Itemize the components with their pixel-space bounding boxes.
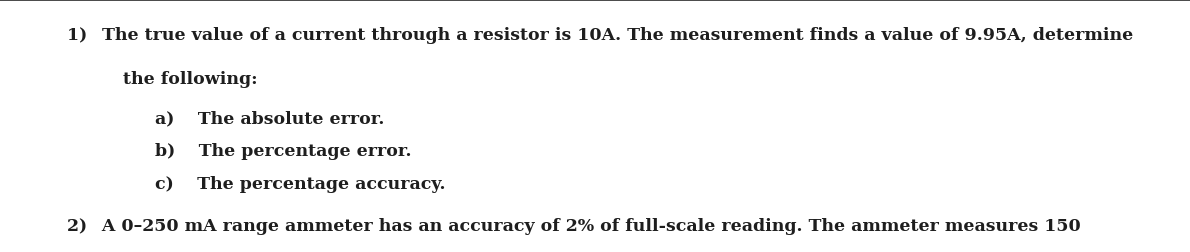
Text: 1)  The true value of a current through a resistor is 10A. The measurement finds: 1) The true value of a current through a… <box>67 26 1133 43</box>
Text: a)  The absolute error.: a) The absolute error. <box>155 110 384 127</box>
Text: c)  The percentage accuracy.: c) The percentage accuracy. <box>155 175 445 192</box>
Text: the following:: the following: <box>123 71 257 87</box>
Text: 2)  A 0–250 mA range ammeter has an accuracy of 2% of full-scale reading. The am: 2) A 0–250 mA range ammeter has an accur… <box>67 217 1081 234</box>
Text: b)  The percentage error.: b) The percentage error. <box>155 142 412 159</box>
